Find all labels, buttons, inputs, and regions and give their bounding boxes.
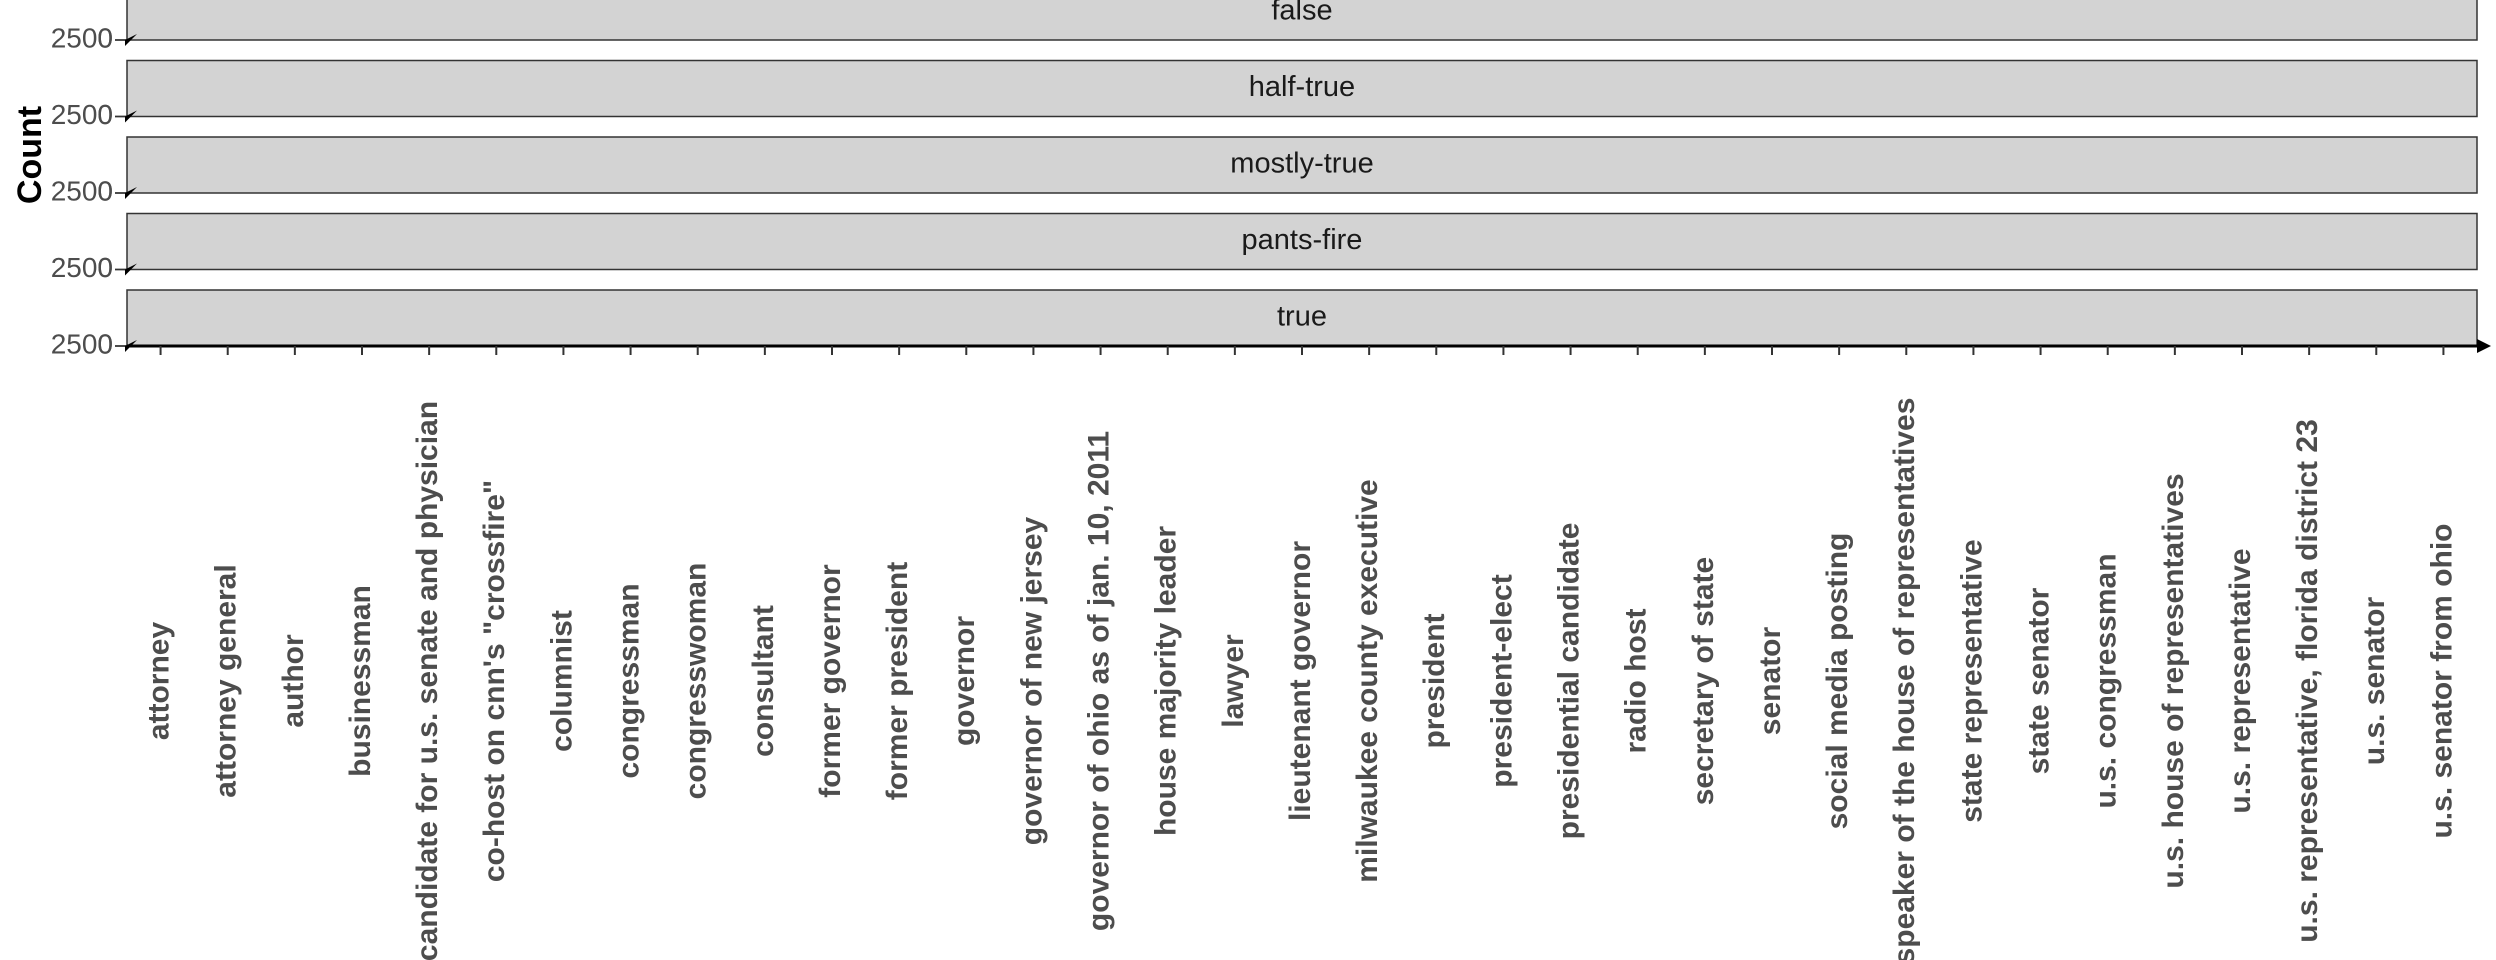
y-axis-title: Count — [11, 106, 49, 204]
facet-strip — [126, 59, 2478, 118]
x-axis-arrow — [2477, 339, 2491, 353]
x-tick-label: co-host on cnn's "crossfire" — [478, 480, 511, 882]
facet-strip — [126, 136, 2478, 194]
y-tick-label: 0 — [97, 328, 113, 359]
y-tick-label: 2500 — [51, 175, 113, 206]
y-tick-label: 0 — [97, 175, 113, 206]
x-tick-label: consultant — [747, 605, 780, 757]
x-tick-label: governor — [948, 616, 981, 746]
x-tick-label: milwaukee county executive — [1351, 479, 1384, 883]
x-tick-label: u.s. representative, florida district 23 — [2291, 419, 2324, 943]
y-tick-label: 0 — [97, 99, 113, 130]
x-tick-label: house majority leader — [1150, 526, 1183, 836]
x-tick-label: u.s. senator — [2358, 596, 2391, 765]
y-tick-label: 2500 — [51, 328, 113, 359]
facet-label: mostly-true — [1230, 148, 1373, 180]
x-tick-label: president — [1418, 613, 1451, 748]
x-tick-label: congresswoman — [680, 563, 713, 800]
x-tick-label: state senator — [2022, 587, 2055, 774]
x-tick-label: secretary of state — [1687, 557, 1720, 805]
x-tick-label: u.s. house of representatives — [2157, 473, 2190, 888]
x-tick-label: governor of ohio as of jan. 10, 2011 — [1082, 431, 1115, 931]
axis-arrow — [125, 187, 137, 199]
y-tick-label: 2500 — [51, 22, 113, 53]
y-tick-label: 2500 — [51, 99, 113, 130]
x-tick-label: author — [277, 634, 310, 728]
y-tick-label: 2500 — [51, 252, 113, 283]
x-tick-label: former president — [881, 562, 914, 800]
x-tick-label: presidential candidate — [1552, 523, 1585, 840]
x-tick-label: president-elect — [1485, 574, 1518, 787]
axis-arrow — [125, 110, 137, 123]
x-tick-label: u.s. representative — [2224, 548, 2257, 813]
x-tick-label: u.s. senator from ohio — [2425, 523, 2458, 838]
x-tick-label: social media posting — [1821, 533, 1854, 830]
facet-strip — [126, 0, 2478, 41]
facet-label: half-true — [1249, 71, 1355, 103]
x-tick-label: attorney — [142, 622, 175, 741]
facet-label: pants-fire — [1242, 224, 1363, 256]
x-tick-label: state representative — [1955, 539, 1988, 822]
x-tick-label: businessman — [344, 585, 377, 777]
x-tick-label: radio host — [1620, 608, 1653, 753]
x-tick-label: speaker of the house of representatives — [1888, 398, 1921, 960]
x-tick-label: congressman — [612, 583, 645, 778]
facet-label: true — [1277, 301, 1327, 333]
x-tick-label: columnist — [545, 610, 578, 752]
x-tick-label: lieutenant governor — [1284, 541, 1317, 821]
y-tick-label: 0 — [97, 252, 113, 283]
x-tick-label: former governor — [814, 564, 847, 798]
x-tick-label: u.s. congressman — [2090, 553, 2123, 808]
y-tick-label: 0 — [97, 22, 113, 53]
x-tick-label: candidate for u.s. senate and physician — [411, 401, 444, 960]
facet-strip — [126, 289, 2478, 347]
facet-label: false — [1271, 0, 1332, 27]
x-tick-label: senator — [1754, 626, 1787, 735]
x-tick-label: governor of new jersey — [1015, 516, 1048, 845]
x-tick-label: lawyer — [1217, 634, 1250, 728]
axis-arrow — [125, 34, 137, 46]
facet-strip — [126, 212, 2478, 271]
x-tick-label: attorney general — [210, 564, 243, 797]
axis-arrow — [125, 263, 137, 276]
